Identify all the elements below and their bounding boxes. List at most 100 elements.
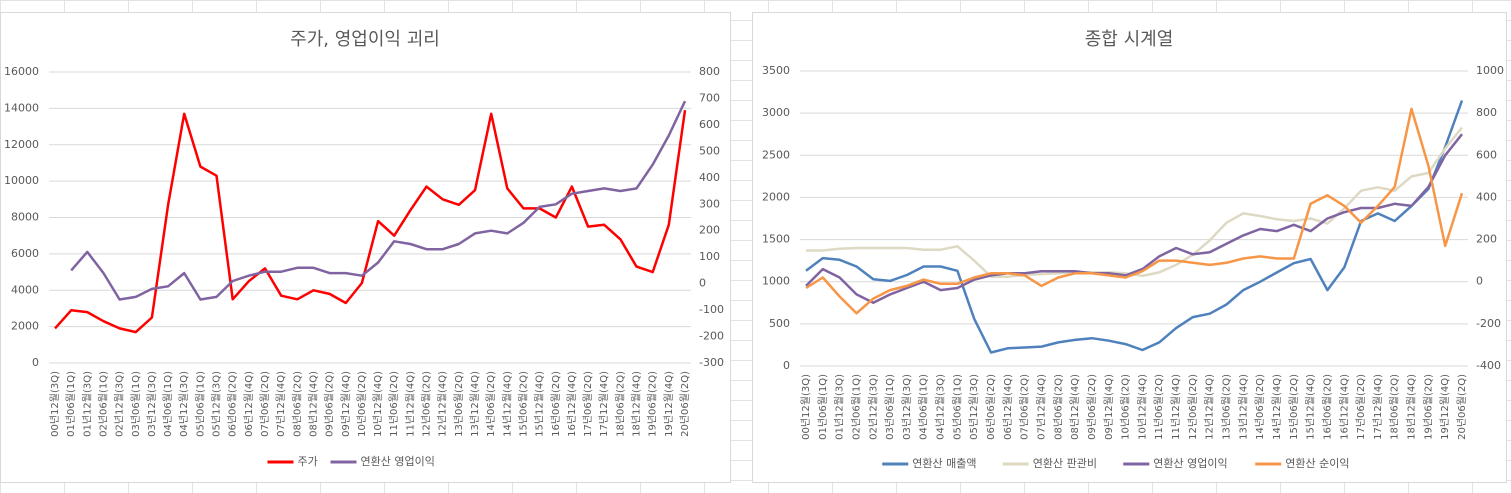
series-line [805,133,1463,305]
x-tick-label: 20년06월(2Q) [679,371,691,437]
x-tick-label: 08년06월(2Q) [291,371,303,437]
x-tick-label: 14년12월(4Q) [501,371,513,437]
x-tick-label: 06년12월(4Q) [243,371,255,437]
series-line [805,100,1464,354]
x-tick-label: 11년12월(4Q) [1170,374,1182,440]
y2-tick-label: 800 [699,65,720,78]
x-tick-label: 02년12월(3Q) [867,374,879,440]
x-tick-label: 15년12월(4Q) [534,371,546,437]
x-tick-label: 09년06월(2Q) [1086,374,1098,440]
x-tick-label: 04년06월(1Q) [918,374,930,440]
x-tick-label: 05년06월(1Q) [194,371,206,437]
y2-tick-label: -400 [1476,359,1501,372]
x-tick-label: 02년12월(3Q) [114,371,126,437]
x-tick-label: 19년06월(2Q) [1422,374,1434,440]
x-tick-label: 19년12월(4Q) [663,371,675,437]
y-tick-label: 4000 [11,283,39,296]
y2-tick-label: 300 [699,197,720,210]
x-tick-label: 08년06월(2Q) [1052,374,1064,440]
x-tick-label: 02년06월(1Q) [850,374,862,440]
x-tick-label: 06년12월(4Q) [1002,374,1014,440]
series-line [54,110,687,334]
legend-label: 연환산 판관비 [1033,457,1097,470]
x-tick-label: 09년06월(2Q) [324,371,336,437]
y2-tick-label: -200 [699,330,724,343]
x-tick-label: 08년12월(4Q) [307,371,319,437]
x-tick-label: 17년12월(4Q) [598,371,610,437]
x-tick-label: 16년12월(4Q) [566,371,578,437]
x-tick-label: 09년12월(4Q) [340,371,352,437]
y2-tick-label: 200 [1476,233,1497,246]
x-tick-label: 14년06월(2Q) [1254,374,1266,440]
y2-tick-label: -100 [699,303,724,316]
x-tick-label: 14년06월(2Q) [485,371,497,437]
legend-label: 연환산 영업이익 [361,455,435,468]
x-tick-label: 10년12월(4Q) [372,371,384,437]
x-tick-label: 08년12월(4Q) [1069,374,1081,440]
legend-label: 주가 [298,455,318,468]
x-tick-label: 05년12월(3Q) [211,371,223,437]
chart-title: 종합 시계열 [1085,29,1174,50]
x-tick-label: 20년06월(2Q) [1456,374,1468,440]
y2-tick-label: 100 [699,250,720,263]
x-tick-label: 05년06월(1Q) [951,374,963,440]
legend-label: 연환산 영업이익 [1153,457,1227,470]
x-tick-label: 17년06월(2Q) [582,371,594,437]
x-tick-label: 07년06월(2Q) [1019,374,1031,440]
x-tick-label: 10년06월(2Q) [1120,374,1132,440]
x-tick-label: 15년06월(2Q) [1288,374,1300,440]
x-tick-label: 04년12월(3Q) [178,371,190,437]
x-tick-label: 11년06월(2Q) [388,371,400,437]
x-tick-label: 00년12월(3Q) [49,371,61,437]
x-tick-label: 07년12월(4Q) [1035,374,1047,440]
x-tick-label: 04년12월(3Q) [935,374,947,440]
legend-label: 연환산 매출액 [912,457,976,470]
y2-tick-label: 0 [699,277,706,290]
y2-tick-label: 800 [1476,106,1497,119]
x-tick-label: 18년12월(4Q) [631,371,643,437]
y2-tick-label: 400 [1476,190,1497,203]
series-line [805,107,1464,315]
x-tick-label: 11년06월(2Q) [1153,374,1165,440]
x-tick-label: 02년06월(1Q) [97,371,109,437]
y-tick-label: 500 [769,317,790,330]
x-tick-label: 10년12월(4Q) [1136,374,1148,440]
x-tick-label: 14년12월(4Q) [1271,374,1283,440]
x-tick-label: 13년06월(2Q) [1221,374,1233,440]
x-tick-label: 18년06월(2Q) [614,371,626,437]
x-tick-label: 15년06월(2Q) [517,371,529,437]
x-tick-label: 06년06월(2Q) [985,374,997,440]
x-tick-label: 03년12월(3Q) [146,371,158,437]
y-tick-label: 10000 [4,174,39,187]
x-tick-label: 18년06월(2Q) [1389,374,1401,440]
y-tick-label: 3500 [762,64,790,77]
y2-tick-label: -200 [1476,317,1501,330]
y2-tick-label: 500 [699,144,720,157]
x-tick-label: 03년12월(3Q) [901,374,913,440]
y-tick-label: 0 [783,359,790,372]
x-tick-label: 16년12월(4Q) [1338,374,1350,440]
x-tick-label: 01년12월(3Q) [834,374,846,440]
x-tick-label: 18년12월(4Q) [1406,374,1418,440]
x-tick-label: 01년06월(1Q) [817,374,829,440]
x-tick-label: 11년12월(4Q) [404,371,416,437]
chart-title: 주가, 영업이익 괴리 [290,29,440,50]
x-tick-label: 09년12월(4Q) [1103,374,1115,440]
y2-tick-label: 0 [1476,275,1483,288]
x-tick-label: 16년06월(2Q) [550,371,562,437]
y-tick-label: 0 [32,356,39,369]
y-tick-label: 2000 [762,190,790,203]
x-tick-label: 04년06월(1Q) [162,371,174,437]
x-tick-label: 13년12월(4Q) [469,371,481,437]
y2-tick-label: 200 [699,224,720,237]
x-tick-label: 13년06월(2Q) [453,371,465,437]
x-tick-label: 05년12월(3Q) [968,374,980,440]
y2-tick-label: 700 [699,91,720,104]
x-tick-label: 07년06월(2Q) [259,371,271,437]
x-tick-label: 03년06월(1Q) [884,374,896,440]
x-tick-label: 01년06월(1Q) [65,371,77,437]
x-tick-label: 12년06월(2Q) [1187,374,1199,440]
x-tick-label: 17년12월(4Q) [1372,374,1384,440]
x-tick-label: 16년06월(2Q) [1321,374,1333,440]
